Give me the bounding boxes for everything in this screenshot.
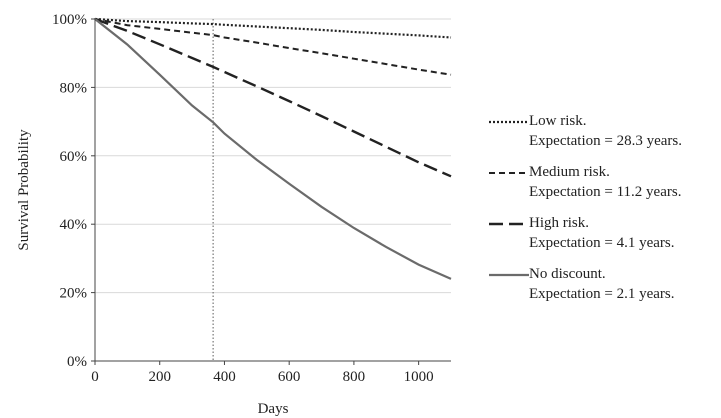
legend-expectation-medium-risk: Expectation = 11.2 years. [529, 184, 682, 200]
x-tick-label-600: 600 [278, 369, 301, 385]
series-line-3 [94, 18, 452, 280]
x-axis-title: Days [258, 401, 289, 417]
x-tick-label-200: 200 [148, 369, 171, 385]
y-tick-label-0: 0% [67, 354, 87, 370]
legend-swatch-low-risk [489, 120, 529, 124]
legend-item-no-discount: No discount. Expectation = 2.1 years. [488, 265, 720, 316]
legend-expectation-low-risk: Expectation = 28.3 years. [529, 133, 682, 149]
x-tick-label-800: 800 [343, 369, 366, 385]
legend-item-medium-risk: Medium risk. Expectation = 11.2 years. [488, 163, 720, 214]
series-lines [94, 17, 452, 280]
legend-swatch-medium-risk [489, 172, 529, 174]
x-tick-label-1000: 1000 [404, 369, 434, 385]
legend-label-medium-risk: Medium risk. [529, 164, 610, 180]
y-tick-labels: 0% 20% 40% 60% 80% 100% [52, 12, 87, 370]
legend-swatch-high-risk [489, 222, 529, 226]
series-line-0 [94, 17, 452, 39]
x-tick-label-0: 0 [91, 369, 99, 385]
legend-item-low-risk: Low risk. Expectation = 28.3 years. [488, 112, 720, 163]
legend-label-no-discount: No discount. [529, 266, 606, 282]
gridlines [95, 18, 451, 294]
y-axis-title: Survival Probability [16, 129, 32, 251]
axes [91, 18, 451, 365]
legend-label-high-risk: High risk. [529, 215, 589, 231]
legend-expectation-no-discount: Expectation = 2.1 years. [529, 286, 675, 302]
series-line-1 [94, 18, 452, 76]
y-tick-label-20: 20% [60, 286, 88, 302]
y-tick-label-60: 60% [60, 149, 88, 165]
legend-item-high-risk: High risk. Expectation = 4.1 years. [488, 214, 720, 265]
legend: Low risk. Expectation = 28.3 years. Medi… [488, 112, 720, 316]
y-tick-label-80: 80% [60, 80, 88, 96]
legend-expectation-high-risk: Expectation = 4.1 years. [529, 235, 675, 251]
series-line-2 [94, 17, 452, 178]
y-tick-label-100: 100% [52, 12, 87, 28]
y-tick-label-40: 40% [60, 217, 88, 233]
legend-label-low-risk: Low risk. [529, 113, 587, 129]
x-tick-labels: 0 200 400 600 800 1000 [91, 369, 433, 385]
x-tick-label-400: 400 [213, 369, 236, 385]
legend-swatch-no-discount [489, 273, 529, 277]
